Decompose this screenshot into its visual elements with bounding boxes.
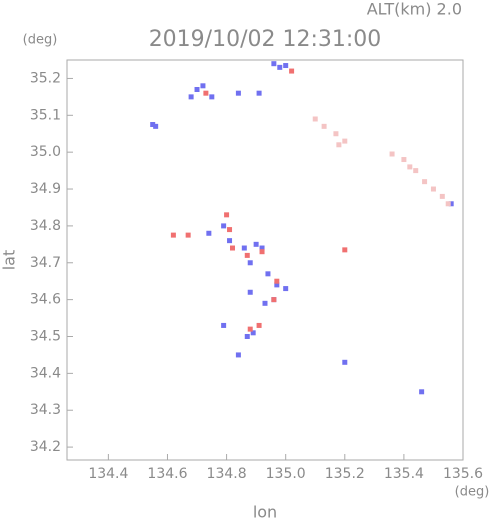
echo-point	[271, 297, 277, 303]
echo-point	[419, 389, 425, 395]
x-unit: (deg)	[455, 485, 490, 500]
echo-point	[312, 116, 318, 122]
echo-point	[247, 326, 253, 332]
echo-point	[283, 63, 289, 69]
echo-point	[221, 223, 227, 229]
plot-frame	[66, 59, 464, 461]
echo-point	[274, 282, 280, 288]
echo-point	[413, 168, 419, 174]
y-axis-label: lat	[0, 250, 19, 271]
echo-point	[244, 252, 250, 258]
echo-point	[253, 241, 259, 247]
y-tick-label: 34.4	[30, 365, 61, 381]
x-tick-label: 135.4	[384, 466, 424, 482]
echo-point	[256, 322, 262, 328]
echo-point	[153, 123, 159, 129]
echo-point	[445, 201, 451, 207]
echo-point	[241, 245, 247, 251]
y-tick-label: 34.6	[30, 292, 61, 308]
echo-point	[342, 359, 348, 365]
echo-point	[247, 289, 253, 295]
echo-point	[188, 94, 194, 100]
y-unit: (deg)	[23, 33, 58, 48]
x-tick-label: 135.2	[325, 466, 365, 482]
echo-point	[227, 238, 233, 244]
x-axis-label: lon	[253, 503, 277, 521]
echo-point	[150, 122, 156, 128]
echo-point	[203, 90, 209, 96]
echo-point	[194, 86, 200, 92]
chart-title: 2019/10/02 12:31:00	[149, 27, 382, 52]
echo-point	[244, 333, 250, 339]
echo-point	[250, 330, 256, 336]
echo-point	[271, 61, 277, 67]
x-tick-label: 135.6	[443, 466, 483, 482]
echo-point	[256, 90, 262, 96]
x-tick-label: 134.8	[207, 466, 247, 482]
echo-point	[422, 179, 428, 185]
y-tick-label: 35.2	[30, 70, 61, 86]
echo-point	[289, 68, 295, 74]
y-tick-label: 35.0	[30, 144, 61, 160]
echo-point	[439, 193, 445, 199]
y-tick-label: 34.7	[30, 255, 61, 271]
echo-point	[259, 249, 265, 255]
y-tick-label: 35.1	[30, 107, 61, 123]
echo-point	[229, 245, 235, 251]
echo-point	[448, 201, 454, 207]
echo-point	[262, 300, 268, 306]
echo-point	[259, 245, 265, 251]
echo-point	[283, 286, 289, 292]
echo-point	[235, 352, 241, 358]
echo-point	[401, 157, 407, 163]
echo-point	[224, 212, 230, 218]
echo-point	[227, 227, 233, 233]
echo-point	[221, 322, 227, 328]
y-tick-label: 34.8	[30, 218, 61, 234]
echo-point	[209, 94, 215, 100]
echo-point	[206, 230, 212, 236]
x-tick-label: 135.0	[266, 466, 306, 482]
echo-point	[200, 83, 206, 89]
echo-point	[336, 142, 342, 148]
echo-point	[265, 271, 271, 277]
echo-point	[407, 164, 413, 170]
echo-point	[277, 64, 283, 70]
echo-point	[342, 247, 348, 253]
echo-point	[430, 186, 436, 192]
echo-point	[185, 232, 191, 238]
echo-point	[333, 131, 339, 137]
echo-point	[274, 278, 280, 284]
echo-point	[247, 260, 253, 266]
y-tick-label: 34.5	[30, 328, 61, 344]
altitude-annotation: ALT(km) 2.0	[367, 0, 462, 19]
echo-point	[321, 123, 327, 129]
y-tick-label: 34.3	[30, 402, 61, 418]
echo-point	[235, 90, 241, 96]
echo-point	[170, 232, 176, 238]
y-tick-label: 34.2	[30, 439, 61, 455]
x-tick-label: 134.4	[88, 466, 128, 482]
echo-point	[342, 138, 348, 144]
echo-point	[389, 151, 395, 157]
y-tick-label: 34.9	[30, 181, 61, 197]
x-tick-label: 134.6	[147, 466, 187, 482]
